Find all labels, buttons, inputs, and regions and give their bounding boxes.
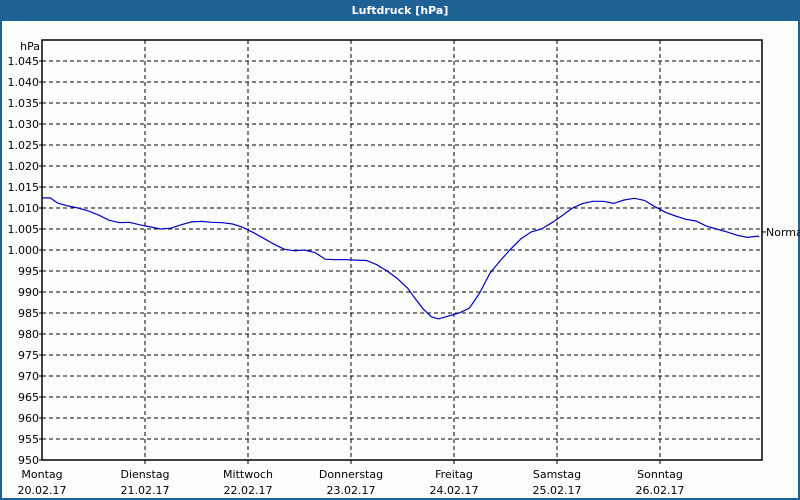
y-tick-label: 975	[18, 349, 39, 362]
y-tick-label: 1.020	[8, 160, 40, 173]
x-date-label: 23.02.17	[327, 484, 376, 497]
x-day-label: Donnerstag	[319, 468, 383, 481]
x-date-label: 25.02.17	[533, 484, 582, 497]
x-axis: Montag 20.02.17 Dienstag 21.02.17 Mittwoch 22…	[18, 468, 685, 497]
x-date-label: 20.02.17	[18, 484, 67, 497]
plot-frame	[41, 39, 763, 461]
x-day-label: Mittwoch	[223, 468, 273, 481]
y-tick-label: 995	[18, 265, 39, 278]
normal-reference-marker: Normal	[762, 226, 800, 239]
y-tick-label: 1.000	[8, 244, 40, 257]
y-tick-label: 960	[18, 412, 39, 425]
y-tick-label: 1.015	[8, 181, 40, 194]
window-title: Luftdruck [hPa]	[0, 0, 800, 21]
x-date-label: 24.02.17	[430, 484, 479, 497]
y-tick-label: 950	[18, 454, 39, 467]
y-tick-label: 1.035	[8, 97, 40, 110]
y-tick-label: 1.045	[8, 55, 40, 68]
x-day-label: Montag	[21, 468, 62, 481]
y-tick-label: 1.010	[8, 202, 40, 215]
x-date-label: 22.02.17	[224, 484, 273, 497]
y-tick-label: 965	[18, 391, 39, 404]
x-day-label: Samstag	[533, 468, 581, 481]
y-tick-label: 985	[18, 307, 39, 320]
grid-lines	[42, 40, 762, 464]
y-axis-unit: hPa	[20, 40, 40, 53]
y-tick-label: 1.030	[8, 118, 40, 131]
y-tick-label: 970	[18, 370, 39, 383]
y-tick-label: 1.040	[8, 76, 40, 89]
x-day-label: Dienstag	[120, 468, 169, 481]
y-tick-label: 980	[18, 328, 39, 341]
normal-label: Normal	[766, 226, 800, 239]
y-tick-label: 990	[18, 286, 39, 299]
x-day-label: Freitag	[435, 468, 473, 481]
y-tick-label: 955	[18, 433, 39, 446]
pressure-line	[42, 197, 760, 320]
y-tick-label: 1.025	[8, 139, 40, 152]
y-axis: hPa 950 955 960 965 970 975 980 985 990 995 1.000 1…	[8, 40, 42, 467]
y-tick-label: 1.005	[8, 223, 40, 236]
x-date-label: 21.02.17	[121, 484, 170, 497]
x-day-label: Sonntag	[637, 468, 683, 481]
x-date-label: 26.02.17	[636, 484, 685, 497]
